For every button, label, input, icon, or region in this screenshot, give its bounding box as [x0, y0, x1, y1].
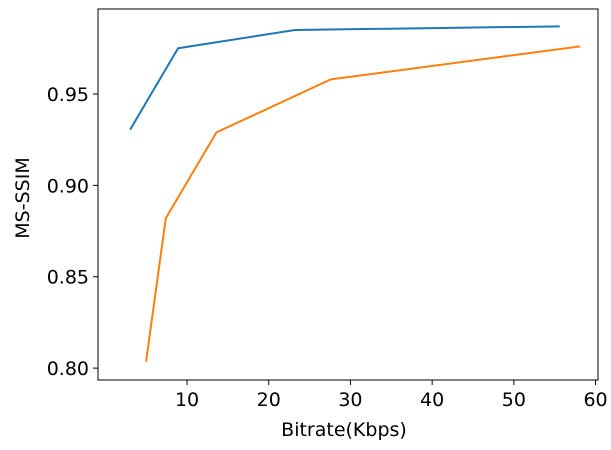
y-tick-label: 0.85: [47, 267, 89, 289]
x-tick-label: 60: [583, 389, 607, 411]
y-tick-label: 0.95: [47, 84, 89, 106]
y-tick-label: 0.80: [47, 358, 89, 380]
x-axis-label: Bitrate(Kbps): [281, 419, 407, 441]
series-layer: [129, 25, 581, 362]
series-line-2: [145, 45, 581, 362]
plot-frame: [97, 8, 599, 381]
x-tick-label: 50: [502, 389, 526, 411]
y-axis-ticks: 0.80 0.85 0.90 0.95: [47, 84, 98, 380]
x-tick-label: 10: [175, 389, 199, 411]
x-axis-ticks: 10 20 30 40 50 60: [175, 380, 608, 411]
x-tick-label: 20: [257, 389, 281, 411]
axes-frame: [97, 8, 599, 381]
y-axis-label: MS-SSIM: [12, 157, 34, 238]
x-tick-label: 40: [420, 389, 444, 411]
series-line-1: [129, 25, 560, 131]
x-tick-label: 30: [338, 389, 362, 411]
y-tick-label: 0.90: [47, 175, 89, 197]
